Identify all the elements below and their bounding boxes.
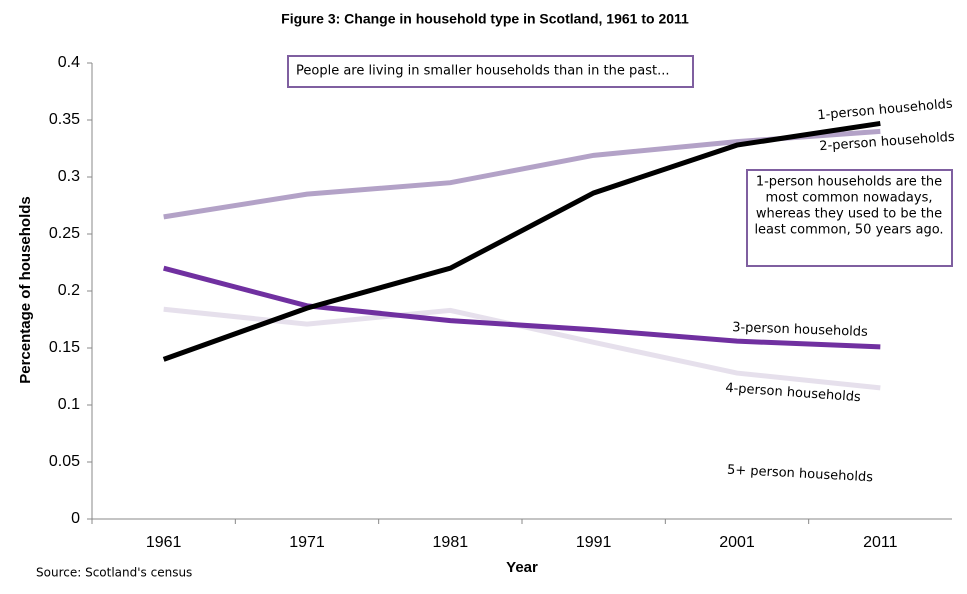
y-tick-label: 0.15: [49, 339, 80, 356]
chart-title: Figure 3: Change in household type in Sc…: [281, 11, 689, 27]
y-tick-label: 0.1: [58, 396, 80, 413]
x-tick-label: 1961: [146, 534, 182, 551]
callout-box: [746, 169, 953, 267]
x-tick-label: 2001: [719, 534, 755, 551]
series-line: [162, 120, 881, 362]
y-tick-label: 0.4: [58, 54, 80, 71]
x-tick-label: 1991: [576, 534, 612, 551]
annotation: People are living in smaller households …: [296, 64, 670, 79]
annotation: 5+ person households: [727, 463, 874, 486]
y-axis-label: Percentage of households: [17, 196, 34, 384]
x-axis-label: Year: [506, 559, 538, 576]
series-label: 3-person households: [732, 320, 868, 340]
annotation: least common, 50 years ago.: [754, 223, 943, 238]
annotation-box: [287, 55, 694, 88]
series-label: 1-person households: [817, 97, 954, 124]
y-tick-label: 0.35: [49, 111, 80, 128]
y-tick-label: 0.05: [49, 453, 80, 470]
y-tick-label: 0.3: [58, 168, 80, 185]
annotation: most common nowadays,: [766, 191, 933, 206]
annotation: 1-person households are the: [756, 175, 942, 190]
annotation: whereas they used to be the: [756, 207, 942, 222]
x-tick-label: 1981: [433, 534, 469, 551]
y-tick-label: 0.25: [49, 225, 80, 242]
series-line: [163, 265, 881, 350]
x-tick-label: 1971: [289, 534, 325, 551]
y-tick-label: 0: [71, 510, 80, 527]
y-tick-label: 0.2: [58, 282, 80, 299]
x-tick-label: 2011: [863, 534, 898, 551]
source: Source: Scotland's census: [36, 566, 192, 580]
